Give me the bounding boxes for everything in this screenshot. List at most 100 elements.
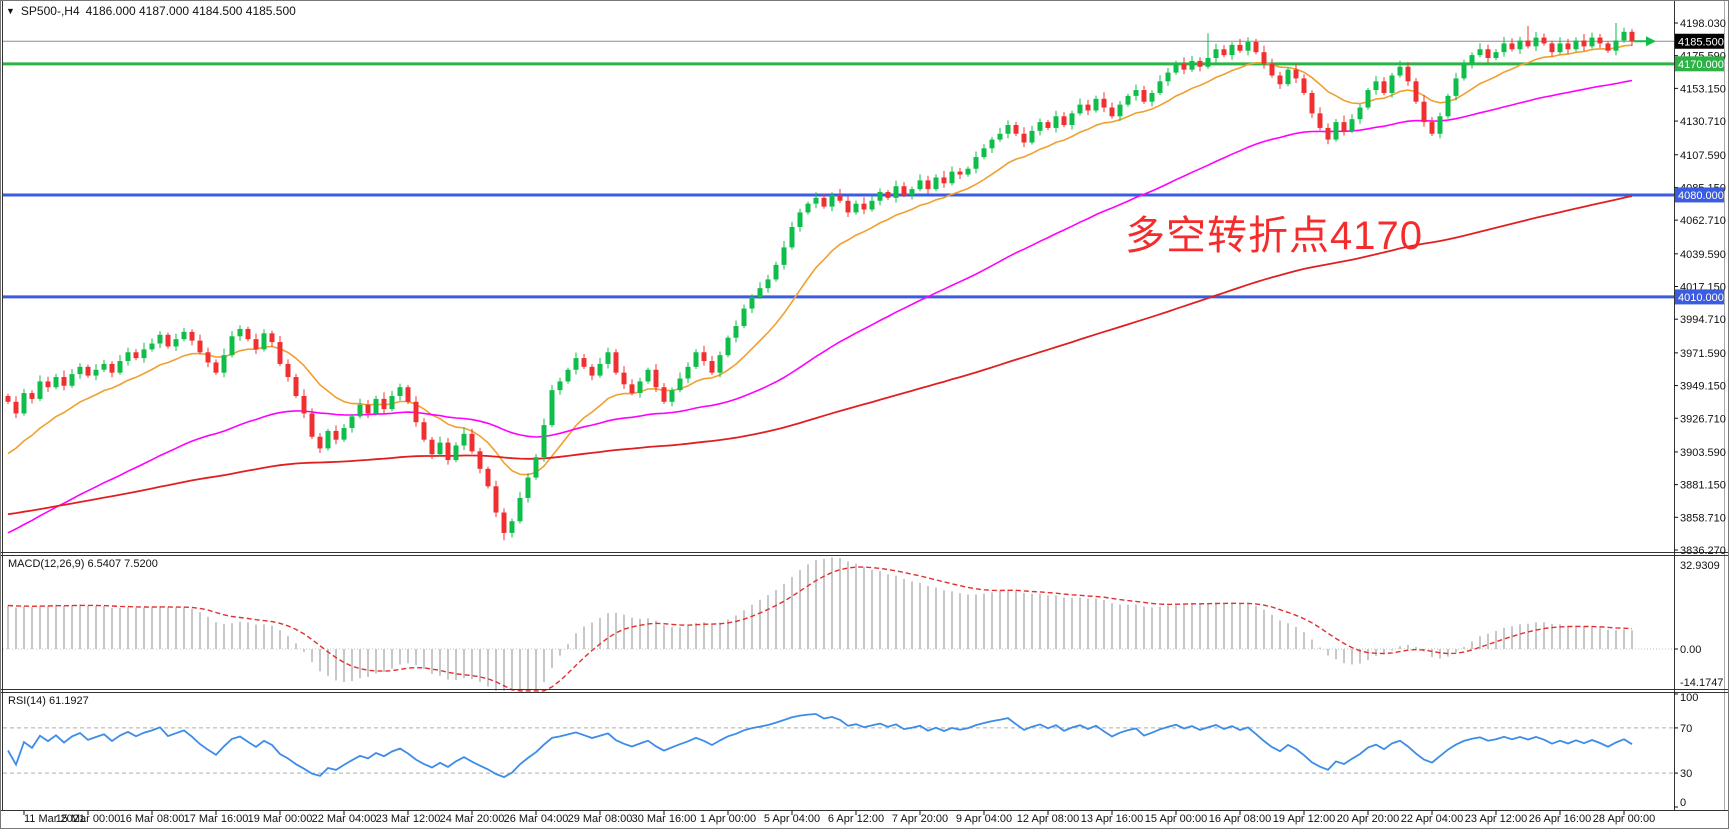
main-chart-area[interactable] — [3, 2, 1674, 552]
level-4170-badge — [1675, 56, 1724, 72]
price-tick-label: 4039.590 — [1680, 249, 1726, 261]
candle-body — [1541, 37, 1547, 44]
rsi-scale-label: 70 — [1680, 723, 1692, 735]
time-axis-label: 16 Apr 08:00 — [1209, 813, 1271, 825]
candle-body — [725, 337, 731, 356]
candle-body — [1205, 58, 1211, 67]
candle-body — [1621, 31, 1627, 41]
candle-body — [1085, 104, 1091, 111]
price-arrow-icon — [1646, 36, 1656, 47]
candle-body — [1341, 122, 1347, 131]
candle-body — [1581, 40, 1587, 47]
candle-body — [117, 361, 123, 373]
candle-body — [1325, 127, 1331, 140]
candle-body — [373, 398, 379, 414]
price-tick-label: 3836.270 — [1680, 545, 1726, 557]
time-axis-label: 13 Apr 16:00 — [1081, 813, 1143, 825]
time-axis[interactable] — [3, 811, 1674, 829]
rsi-panel-area[interactable] — [3, 692, 1674, 808]
candle-body — [1221, 49, 1227, 56]
candle-body — [21, 393, 27, 414]
candle-body — [853, 203, 859, 213]
candle-body — [1293, 69, 1299, 79]
candle-body — [1157, 81, 1163, 93]
candle-body — [109, 363, 115, 373]
macd-scale-min: -14.1747 — [1680, 677, 1723, 689]
time-axis-label: 9 Apr 04:00 — [956, 813, 1012, 825]
candle-body — [1557, 43, 1563, 53]
candle-body — [661, 387, 667, 402]
price-tick-label: 3994.710 — [1680, 314, 1726, 326]
candle-body — [1061, 116, 1067, 126]
candle-body — [709, 361, 715, 373]
candle-body — [1197, 60, 1203, 67]
level-4080-badge — [1675, 187, 1724, 203]
rsi-scale-label: 30 — [1680, 768, 1692, 780]
candle-body — [421, 422, 427, 440]
chart-annotation-text[interactable]: 多空转折点4170 — [1125, 214, 1423, 258]
candle-body — [677, 378, 683, 391]
candle-body — [1269, 63, 1275, 76]
candle-body — [613, 352, 619, 373]
candle-body — [69, 374, 75, 386]
time-axis-label: 30 Mar 16:00 — [632, 813, 697, 825]
candle-body — [1493, 52, 1499, 59]
candle-body — [1037, 122, 1043, 131]
candle-body — [341, 428, 347, 440]
price-tick-label: 4130.710 — [1680, 116, 1726, 128]
candle-body — [1253, 41, 1259, 53]
candle-body — [1629, 31, 1635, 42]
level-4010-badge — [1675, 289, 1724, 305]
candle-body — [1029, 130, 1035, 143]
time-axis-label: 23 Mar 12:00 — [376, 813, 441, 825]
candle-body — [917, 180, 923, 190]
candle-body — [1189, 60, 1195, 70]
candle-body — [1277, 75, 1283, 85]
candle-body — [213, 362, 219, 373]
macd-scale-zero: 0.00 — [1680, 644, 1701, 656]
candle-body — [1005, 125, 1011, 134]
candle-body — [1213, 49, 1219, 59]
candle-body — [1501, 43, 1507, 53]
candle-body — [397, 387, 403, 396]
candle-body — [1053, 116, 1059, 128]
macd-panel-area[interactable] — [3, 556, 1674, 689]
candle-body — [701, 352, 707, 362]
candle-body — [45, 381, 51, 388]
time-axis-label: 16 Mar 08:00 — [120, 813, 185, 825]
candle-body — [1533, 37, 1539, 47]
candle-body — [565, 369, 571, 382]
candle-body — [717, 355, 723, 373]
candle-body — [1309, 92, 1315, 114]
candle-body — [837, 194, 843, 201]
time-axis-label: 19 Apr 12:00 — [1273, 813, 1335, 825]
rsi-line — [7, 713, 1633, 779]
candle-body — [885, 192, 891, 198]
candle-body — [293, 377, 299, 396]
symbol-dropdown-arrow[interactable]: ▼ — [6, 6, 15, 16]
candle-body — [877, 192, 883, 201]
candle-body — [1237, 44, 1243, 51]
candle-body — [1149, 92, 1155, 102]
candle-body — [189, 331, 195, 341]
candle-body — [405, 387, 411, 402]
time-axis-label: 20 Apr 20:00 — [1337, 813, 1399, 825]
candle-body — [1093, 98, 1099, 111]
candle-body — [429, 439, 435, 455]
candle-body — [597, 363, 603, 376]
candle-body — [157, 334, 163, 344]
candle-body — [309, 413, 315, 437]
candle-body — [685, 366, 691, 379]
candle-body — [165, 334, 171, 347]
candle-body — [749, 296, 755, 309]
current-price-badge-label: 4185.500 — [1678, 36, 1724, 48]
candle-body — [301, 395, 307, 414]
candle-body — [605, 352, 611, 364]
current-price-badge — [1675, 33, 1724, 49]
candle-body — [493, 486, 499, 513]
price-axis[interactable] — [1674, 2, 1725, 808]
candle-body — [205, 352, 211, 363]
candle-body — [1461, 63, 1467, 79]
candle-body — [1613, 40, 1619, 51]
